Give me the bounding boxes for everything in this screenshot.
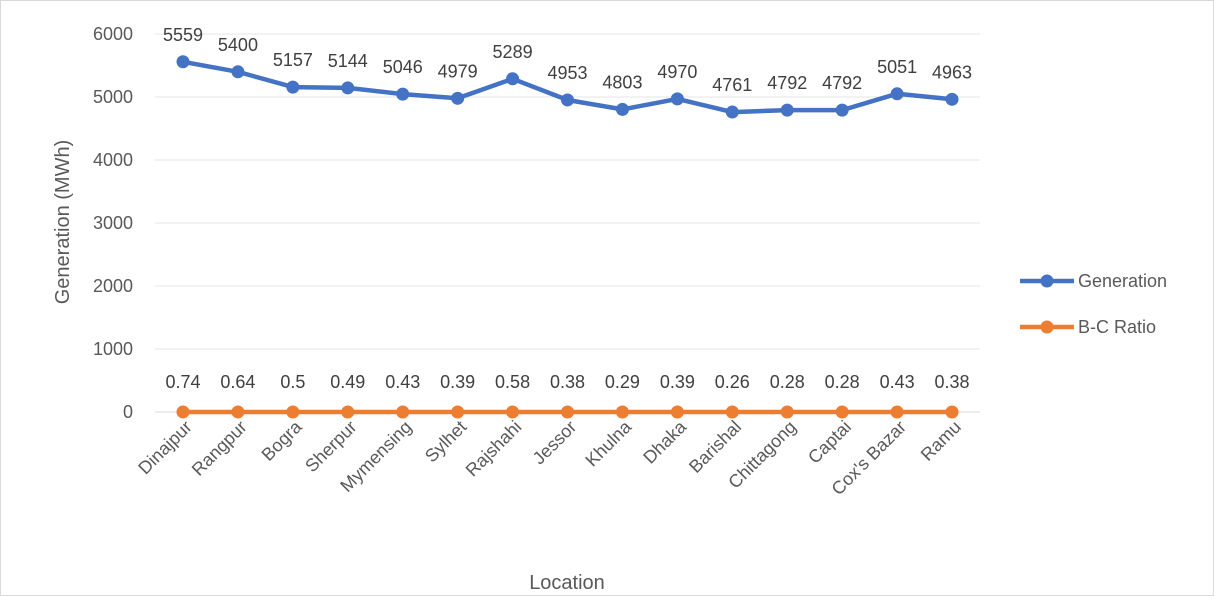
y-tick-label: 1000: [93, 339, 133, 359]
data-point: [670, 405, 684, 419]
data-label: 4803: [602, 72, 642, 92]
data-label: 0.39: [660, 372, 695, 392]
data-label: 0.38: [934, 372, 969, 392]
data-point: [231, 405, 245, 419]
x-tick-label: Ramu: [917, 417, 965, 465]
data-label: 0.74: [165, 372, 200, 392]
data-label: 0.26: [715, 372, 750, 392]
data-label: 4792: [822, 73, 862, 93]
data-point: [506, 405, 520, 419]
data-label: 4963: [932, 62, 972, 82]
x-axis-title: Location: [529, 572, 605, 594]
x-tick-label: Dinajpur: [134, 417, 196, 479]
data-label: 4979: [438, 61, 478, 81]
data-point: [670, 92, 684, 106]
data-label: 0.38: [550, 372, 585, 392]
x-tick-label: Dhaka: [639, 416, 691, 468]
y-tick-label: 0: [123, 402, 133, 422]
data-point: [835, 103, 849, 117]
data-label: 0.39: [440, 372, 475, 392]
y-tick-label: 5000: [93, 87, 133, 107]
data-point: [176, 55, 190, 69]
y-tick-label: 2000: [93, 276, 133, 296]
data-point: [890, 405, 904, 419]
x-tick-label: Khulna: [581, 416, 635, 470]
data-point: [451, 91, 465, 105]
data-label: 4761: [712, 75, 752, 95]
data-point: [945, 405, 959, 419]
legend-label: Generation: [1078, 271, 1167, 291]
data-label: 0.58: [495, 372, 530, 392]
data-point: [615, 102, 629, 116]
data-label: 4970: [657, 62, 697, 82]
data-point: [835, 405, 849, 419]
data-label: 5289: [493, 42, 533, 62]
series-layer: [176, 55, 959, 419]
legend: Generation B-C Ratio: [1020, 271, 1167, 337]
legend-marker: [1040, 320, 1054, 334]
data-point: [176, 405, 190, 419]
data-point: [231, 65, 245, 79]
data-label: 0.43: [880, 372, 915, 392]
data-point: [396, 405, 410, 419]
data-label: 0.49: [330, 372, 365, 392]
data-point: [561, 93, 575, 107]
data-point: [725, 105, 739, 119]
data-label: 0.28: [770, 372, 805, 392]
x-tick-label: Captai: [804, 417, 855, 468]
y-tick-label: 4000: [93, 150, 133, 170]
data-point: [341, 405, 355, 419]
data-label: 5157: [273, 50, 313, 70]
y-axis-title: Generation (MWh): [52, 140, 74, 305]
data-label: 5400: [218, 35, 258, 55]
x-tick-label: Rajshahi: [462, 417, 526, 481]
x-tick-label: Jessor: [529, 417, 581, 469]
data-labels: 5559 5400 5157 5144 5046 4979 5289 4953 4803 4970…: [163, 25, 972, 392]
data-label: 5046: [383, 57, 423, 77]
data-label: 4953: [547, 63, 587, 83]
x-tick-label: Bogra: [258, 416, 307, 465]
data-point: [890, 87, 904, 101]
data-point: [396, 87, 410, 101]
data-label: 5144: [328, 51, 368, 71]
data-label: 4792: [767, 73, 807, 93]
data-label: 5051: [877, 57, 917, 77]
y-tick-label: 6000: [93, 24, 133, 44]
data-label: 0.43: [385, 372, 420, 392]
data-point: [615, 405, 629, 419]
data-label: 0.5: [280, 372, 305, 392]
data-point: [780, 103, 794, 117]
data-label: 0.29: [605, 372, 640, 392]
y-axis-ticks: 0 1000 2000 3000 4000 5000 6000: [93, 24, 133, 422]
data-point: [561, 405, 575, 419]
data-label: 0.28: [825, 372, 860, 392]
data-point: [506, 72, 520, 86]
data-point: [286, 405, 300, 419]
data-point: [780, 405, 794, 419]
x-tick-label: Sylhet: [421, 417, 471, 467]
legend-marker: [1040, 274, 1054, 288]
data-label: 5559: [163, 25, 203, 45]
legend-label: B-C Ratio: [1078, 317, 1156, 337]
x-tick-label: Rangpur: [188, 417, 251, 480]
data-point: [451, 405, 465, 419]
data-point: [945, 92, 959, 106]
data-point: [725, 405, 739, 419]
data-point: [286, 80, 300, 94]
y-tick-label: 3000: [93, 213, 133, 233]
data-label: 0.64: [220, 372, 255, 392]
data-point: [341, 81, 355, 95]
